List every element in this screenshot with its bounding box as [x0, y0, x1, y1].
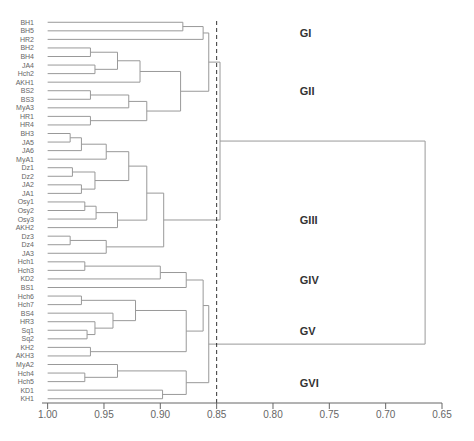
svg-text:GI: GI [300, 27, 312, 39]
svg-text:BS4: BS4 [21, 310, 34, 317]
svg-text:BS3: BS3 [21, 96, 34, 103]
svg-text:0.95: 0.95 [94, 409, 114, 420]
svg-text:JA4: JA4 [22, 62, 34, 69]
svg-text:KH2: KH2 [20, 344, 34, 351]
svg-text:BS2: BS2 [21, 87, 34, 94]
svg-text:0.80: 0.80 [263, 409, 283, 420]
svg-text:Hch1: Hch1 [18, 258, 34, 265]
svg-text:JA5: JA5 [22, 139, 34, 146]
svg-text:JA6: JA6 [22, 147, 34, 154]
svg-text:0.75: 0.75 [320, 409, 340, 420]
svg-text:BH4: BH4 [20, 53, 34, 60]
svg-text:BH3: BH3 [20, 130, 34, 137]
svg-text:HR1: HR1 [20, 113, 34, 120]
svg-text:BS1: BS1 [21, 284, 34, 291]
svg-text:0.90: 0.90 [151, 409, 171, 420]
svg-text:0.70: 0.70 [376, 409, 396, 420]
svg-text:MyA3: MyA3 [16, 104, 34, 112]
svg-text:Hch3: Hch3 [18, 267, 34, 274]
svg-text:Sq2: Sq2 [22, 335, 35, 343]
svg-text:JA1: JA1 [22, 190, 34, 197]
svg-text:0.85: 0.85 [207, 409, 227, 420]
svg-text:MyA1: MyA1 [16, 156, 34, 164]
svg-text:Dz1: Dz1 [22, 164, 35, 171]
svg-text:Osy2: Osy2 [18, 207, 34, 215]
svg-text:BH5: BH5 [20, 27, 34, 34]
svg-text:BH1: BH1 [20, 19, 34, 26]
svg-text:Dz3: Dz3 [22, 233, 35, 240]
svg-text:GVI: GVI [300, 377, 319, 389]
svg-text:Hch2: Hch2 [18, 70, 34, 77]
svg-text:MyA2: MyA2 [16, 361, 34, 369]
svg-text:GII: GII [300, 85, 315, 97]
svg-text:AKH2: AKH2 [16, 224, 34, 231]
svg-text:HR4: HR4 [20, 121, 34, 128]
svg-text:Hch4: Hch4 [18, 370, 34, 377]
svg-text:GIV: GIV [300, 274, 320, 286]
svg-text:HR3: HR3 [20, 318, 34, 325]
svg-text:Dz4: Dz4 [22, 241, 35, 248]
svg-text:0.65: 0.65 [432, 409, 452, 420]
svg-text:JA3: JA3 [22, 250, 34, 257]
svg-text:JA2: JA2 [22, 181, 34, 188]
svg-text:Osy3: Osy3 [18, 216, 34, 224]
svg-text:GV: GV [300, 325, 317, 337]
svg-text:Hch5: Hch5 [18, 378, 34, 385]
svg-text:HR2: HR2 [20, 36, 34, 43]
svg-text:1.00: 1.00 [38, 409, 58, 420]
svg-text:KD2: KD2 [20, 275, 34, 282]
svg-text:KH1: KH1 [20, 395, 34, 402]
svg-text:Hch7: Hch7 [18, 301, 34, 308]
svg-text:AKH1: AKH1 [16, 79, 34, 86]
svg-text:Dz2: Dz2 [22, 173, 35, 180]
svg-text:Sq1: Sq1 [22, 327, 35, 335]
svg-text:Osy1: Osy1 [18, 198, 34, 206]
svg-text:AKH3: AKH3 [16, 352, 34, 359]
svg-text:BH2: BH2 [20, 44, 34, 51]
svg-text:Hch6: Hch6 [18, 293, 34, 300]
svg-text:KD1: KD1 [20, 387, 34, 394]
svg-text:GIII: GIII [300, 214, 318, 226]
